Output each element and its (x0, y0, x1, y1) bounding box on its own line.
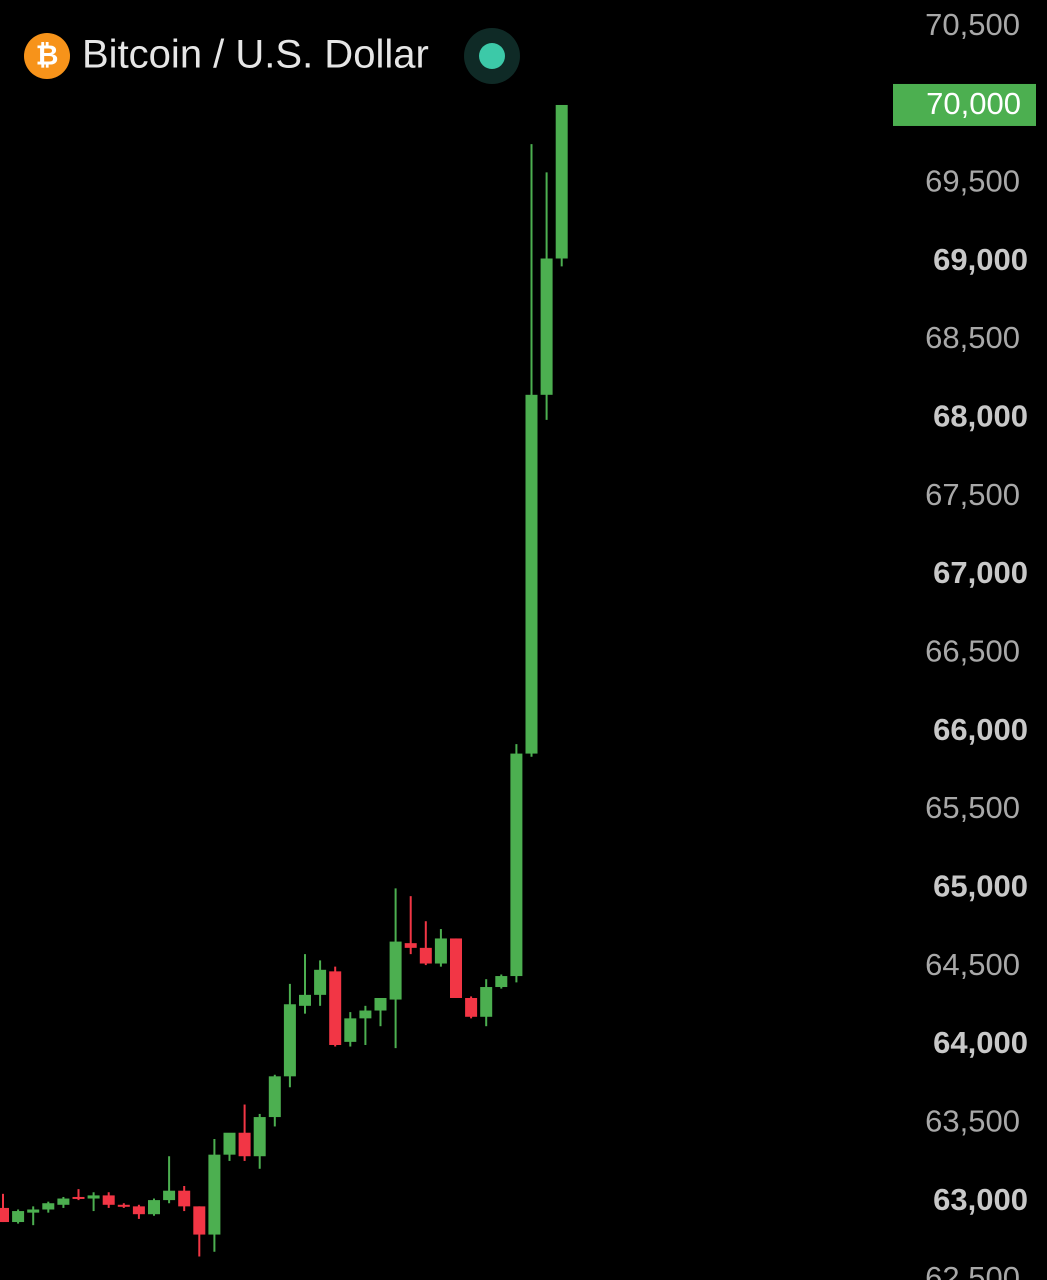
candle-body (480, 987, 493, 1017)
symbol-icon: ₿ (36, 39, 59, 70)
candle-body (283, 1004, 296, 1077)
candle-body (419, 947, 432, 964)
y-tick-label: 64,500 (925, 947, 1020, 982)
y-tick-label: 68,500 (925, 320, 1020, 355)
y-tick-label: 69,000 (933, 242, 1028, 277)
candle-body (238, 1132, 251, 1157)
candle-body (193, 1206, 206, 1235)
y-tick-label: 65,500 (925, 790, 1020, 825)
y-tick-label: 63,000 (933, 1182, 1028, 1217)
candle-body (450, 938, 462, 998)
candle-body (87, 1195, 100, 1199)
y-tick-label: 66,500 (925, 634, 1020, 669)
y-tick-label: 70,500 (925, 7, 1020, 42)
candle-body (0, 1207, 9, 1223)
candle-body (495, 976, 508, 988)
candle-body (434, 938, 447, 964)
symbol-icon-bg (24, 33, 70, 79)
status-dot (479, 43, 505, 69)
candle-body (42, 1203, 55, 1210)
candle-body (72, 1196, 85, 1199)
candle-body (148, 1200, 160, 1215)
y-tick-label: 65,000 (933, 869, 1028, 904)
candle-body (510, 753, 523, 977)
chart-title: Bitcoin / U.S. Dollar (82, 33, 429, 77)
y-tick-label: 67,500 (925, 477, 1020, 512)
candle-body (223, 1132, 236, 1155)
candle-body (344, 1018, 357, 1042)
candle-body (117, 1204, 130, 1207)
candle-body (163, 1190, 176, 1201)
candle-body (132, 1206, 145, 1215)
candle-body (268, 1076, 281, 1118)
candle-body (12, 1211, 25, 1223)
candle-body (329, 971, 342, 1045)
candle-body (359, 1010, 372, 1019)
y-tick-label: 66,000 (933, 712, 1028, 747)
y-tick-label: 62,500 (925, 1260, 1020, 1280)
candle-body (465, 997, 478, 1017)
candle-body (525, 394, 538, 754)
candle-body (374, 997, 387, 1011)
y-tick-label: 64,000 (933, 1025, 1028, 1060)
candle-body (314, 969, 327, 995)
y-tick-label: 63,500 (925, 1104, 1020, 1139)
candle-body (102, 1195, 115, 1205)
candle-body (555, 104, 568, 259)
candle-body (208, 1154, 221, 1235)
y-tick-label: 67,000 (933, 555, 1028, 590)
candle-body (540, 258, 553, 395)
y-tick-label: 68,000 (933, 398, 1028, 433)
last-price-label: 70,000 (926, 86, 1021, 121)
candle-body (57, 1198, 70, 1205)
candle-body (253, 1117, 266, 1157)
y-tick-label: 69,500 (925, 163, 1020, 198)
candle-body (404, 943, 417, 948)
candle-body (299, 994, 311, 1006)
candle-body (389, 941, 402, 1000)
candle-body (27, 1209, 40, 1213)
candle-body (178, 1190, 191, 1207)
last-price-badge (893, 83, 1036, 126)
